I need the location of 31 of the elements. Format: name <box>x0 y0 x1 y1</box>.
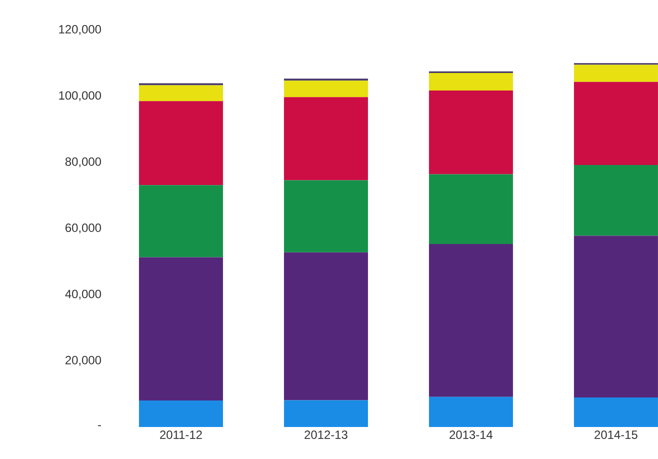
y-tick-label: 20,000 <box>66 356 102 366</box>
bar <box>138 400 223 427</box>
bar <box>428 73 513 91</box>
bar <box>428 90 513 174</box>
bar <box>574 64 658 82</box>
x-tick-label: 2011-12 <box>160 430 202 439</box>
bar <box>574 164 658 236</box>
bar <box>138 257 223 401</box>
bar <box>574 236 658 398</box>
x-tick-label: 2013-14 <box>450 430 493 439</box>
y-tick-label: - <box>98 425 101 426</box>
y-tick-label: 80,000 <box>65 157 102 168</box>
x-tick-label: 2014-15 <box>594 430 638 439</box>
bar <box>428 244 513 397</box>
bar <box>138 185 223 258</box>
y-tick-label: 60,000 <box>66 224 102 234</box>
bar <box>574 398 658 427</box>
bar <box>284 400 368 427</box>
bar <box>574 82 658 165</box>
bar <box>284 180 368 252</box>
bar <box>284 80 368 98</box>
bar <box>284 252 368 400</box>
bar <box>428 174 513 244</box>
bar <box>284 97 368 180</box>
bar <box>428 396 513 427</box>
x-tick-label: 2012-13 <box>304 430 348 439</box>
y-tick-label: 40,000 <box>65 290 102 300</box>
y-tick-label: 100,000 <box>59 91 102 102</box>
bar <box>138 101 223 186</box>
y-tick-label: 120,000 <box>59 25 102 35</box>
bar <box>138 85 223 102</box>
